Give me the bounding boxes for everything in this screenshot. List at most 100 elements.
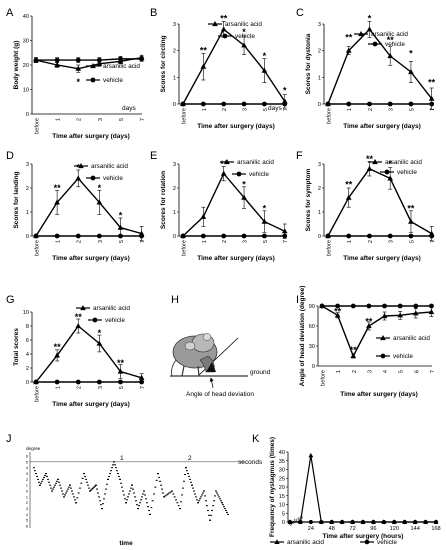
y-tick-label: 35 xyxy=(279,459,285,465)
trace-dot xyxy=(206,505,208,507)
trace-dot xyxy=(172,493,175,495)
x-tick-label: 2 xyxy=(77,240,83,243)
trace-dot xyxy=(181,494,183,496)
y-tick-label: 0 xyxy=(282,520,285,526)
y-tick-label: 0 xyxy=(26,234,29,240)
trace-dot xyxy=(153,493,155,495)
x-tick-label: 4 xyxy=(383,370,389,373)
trace-dot xyxy=(38,481,40,483)
data-point xyxy=(118,56,123,62)
x-tick-label: 1 xyxy=(56,118,62,121)
data-point xyxy=(75,379,81,385)
data-point xyxy=(412,310,419,316)
ground-label: ground xyxy=(250,369,271,376)
trace-dot xyxy=(135,500,137,502)
y-tick-label: 3 xyxy=(173,22,176,28)
y-tick-label: 30 xyxy=(309,344,315,350)
significance-mark: * xyxy=(283,86,287,96)
trace-dot xyxy=(133,492,135,494)
y-tick-label: 8 xyxy=(26,324,29,330)
series-line xyxy=(36,58,142,61)
trace-dot xyxy=(76,497,79,499)
trace-dot xyxy=(208,514,210,516)
trace-dot xyxy=(151,500,154,502)
data-point xyxy=(429,233,435,239)
x-tick-label: before xyxy=(326,240,332,256)
trace-dot xyxy=(77,492,80,494)
trace-dot xyxy=(96,488,98,490)
y-tick-label: 4 xyxy=(26,352,29,358)
data-point xyxy=(367,233,372,239)
data-point xyxy=(54,379,60,385)
data-point xyxy=(261,218,268,224)
trace-dot xyxy=(177,505,180,507)
trace-dot xyxy=(210,514,212,516)
series-vehicle xyxy=(287,519,439,525)
trace-dot xyxy=(163,496,165,498)
data-point xyxy=(325,101,331,107)
trace-dot xyxy=(168,492,171,494)
trace-dot xyxy=(111,467,113,469)
x-tick-label: 96 xyxy=(370,526,376,532)
y-tick-label: 15 xyxy=(279,494,285,500)
trace-dot xyxy=(194,493,196,495)
y-tick-label: 5 xyxy=(282,511,285,517)
data-point xyxy=(408,218,414,224)
trace-dot xyxy=(175,499,177,501)
y-tick-label: 3 xyxy=(318,162,321,168)
trace-dot xyxy=(75,502,77,504)
trace-dot xyxy=(57,478,59,480)
data-point xyxy=(408,101,414,107)
x-tick-label: 7 xyxy=(283,240,289,243)
trace-dot xyxy=(167,493,169,495)
y-tick-label: 2 xyxy=(173,186,176,192)
data-point xyxy=(387,53,394,59)
trace-dot xyxy=(118,475,120,478)
trace-dot xyxy=(116,470,118,472)
series-line xyxy=(321,305,432,358)
legend-entry: arsanilic acid xyxy=(376,335,430,342)
data-point xyxy=(308,452,314,458)
legend-marker xyxy=(380,335,386,341)
trace-dot xyxy=(62,493,64,495)
series-arsanilic-acid xyxy=(287,452,439,524)
trace-dot xyxy=(40,482,42,484)
data-point xyxy=(96,233,102,239)
trace-dot xyxy=(136,504,138,506)
trace-dot xyxy=(190,481,192,483)
x-tick-label: 7 xyxy=(140,118,146,121)
legend-label: arsanilic acid xyxy=(103,63,140,70)
data-point xyxy=(282,233,288,239)
y-tick-label: 1 xyxy=(318,210,321,216)
chart-head-deviation: 0 30 60 90 before 1 2 3 4 5 6 7 Angle of head deviat… xyxy=(299,286,436,398)
trace-dot xyxy=(143,490,145,492)
data-point xyxy=(138,374,145,380)
significance-mark: ** xyxy=(350,345,358,355)
trace-dot xyxy=(86,481,88,483)
x-axis-title: Time after surgery (days) xyxy=(197,255,275,262)
legend-label: vehicle xyxy=(235,33,255,40)
trace-dot xyxy=(58,481,60,483)
y-tick-label: 10 xyxy=(23,310,29,316)
data-point xyxy=(220,26,227,32)
trace-dot xyxy=(108,475,110,478)
legend-label: arsanilic acid xyxy=(237,159,274,166)
trace-dot xyxy=(226,511,228,513)
trace-dot xyxy=(33,467,35,469)
data-point xyxy=(334,312,341,318)
legend-label: vehicle xyxy=(393,353,413,360)
x-tick-label: 3 xyxy=(243,240,249,243)
trace-dot xyxy=(55,482,57,484)
data-point xyxy=(54,57,60,63)
y-axis-title: Angle of head deviation (degree) xyxy=(299,286,306,387)
trace-dot xyxy=(201,494,203,496)
significance-mark: ** xyxy=(54,183,62,193)
legend-entry: vehicle xyxy=(232,171,269,178)
series-vehicle xyxy=(33,56,145,63)
data-point xyxy=(308,519,313,525)
y-tick-label: 1 xyxy=(173,75,176,81)
series-line xyxy=(35,324,142,383)
y-tick-label: 60 xyxy=(309,324,315,330)
significance-mark: * xyxy=(263,203,267,213)
